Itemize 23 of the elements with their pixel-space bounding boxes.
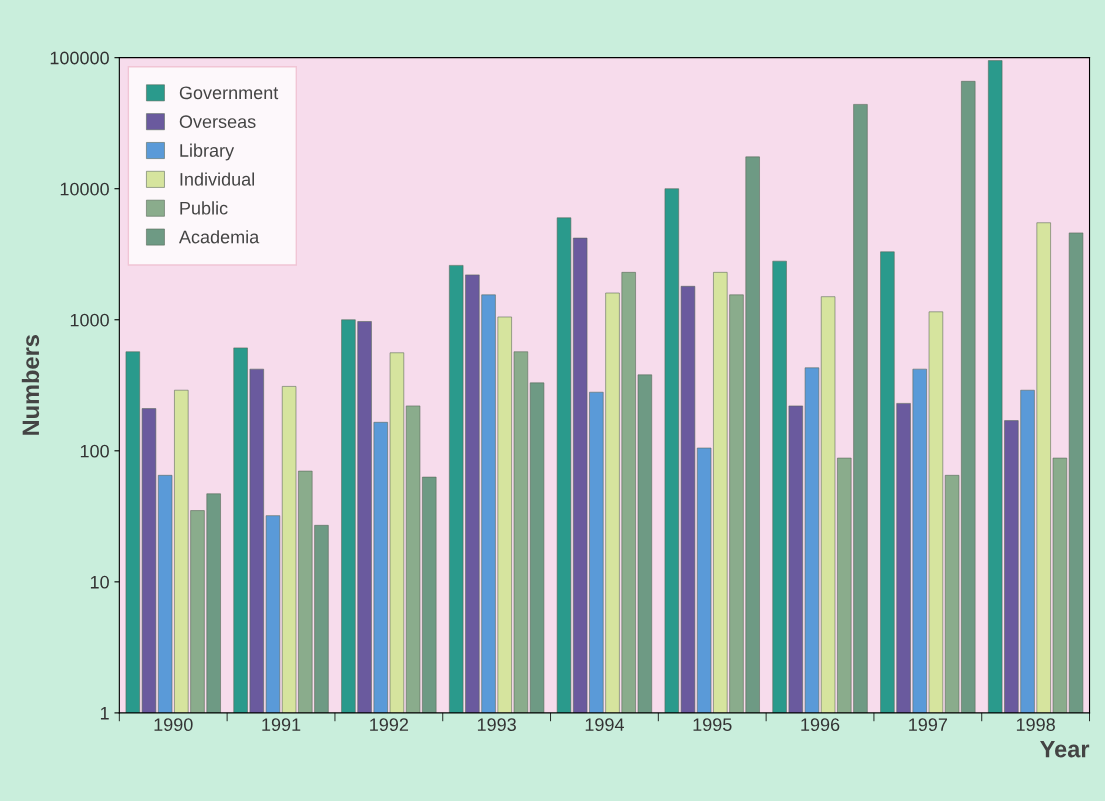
y-tick-label: 1 [100, 707, 109, 720]
x-tick-label: 1995 [693, 718, 732, 732]
y-axis-title: Numbers [21, 335, 40, 435]
y-tick-label: 100000 [50, 51, 109, 65]
x-tick-label: 1993 [477, 718, 516, 732]
x-tick-label: 1992 [370, 718, 409, 732]
x-axis-title: Year [1040, 741, 1090, 758]
y-tick-label: 10000 [60, 182, 109, 196]
legend-label: Overseas [179, 115, 256, 129]
y-tick-label: 1000 [70, 313, 109, 327]
legend-label: Government [179, 86, 279, 100]
x-tick-label: 1997 [909, 718, 948, 732]
legend-label: Academia [178, 230, 260, 244]
y-tick-label: 100 [80, 444, 109, 458]
legend-label: Public [180, 201, 228, 215]
legend-label: Individual [180, 172, 254, 186]
x-tick-label: 1996 [801, 718, 840, 732]
x-tick-label: 1991 [262, 718, 301, 732]
x-tick-label: 1998 [1016, 718, 1055, 732]
y-tick-label: 10 [90, 575, 109, 589]
x-tick-label: 1994 [585, 718, 624, 732]
legend-label: Library [180, 143, 235, 161]
x-tick-label: 1990 [154, 718, 193, 732]
